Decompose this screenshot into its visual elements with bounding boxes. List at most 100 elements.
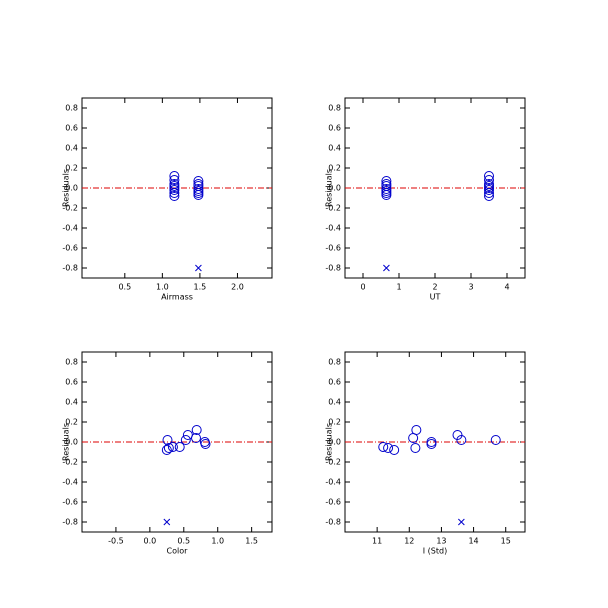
- rejected-point: [163, 518, 171, 526]
- point: [456, 435, 467, 445]
- y-tick-label: 0.6: [328, 378, 341, 387]
- x-axis-label: I (Std): [423, 547, 447, 556]
- x-tick-label: 1.0: [156, 283, 169, 292]
- point: [389, 445, 400, 455]
- x-tick-label: 1: [396, 283, 401, 292]
- point: [180, 435, 191, 445]
- x-tick-label: 0.0: [143, 537, 156, 546]
- x-tick-label: 13: [436, 537, 446, 546]
- y-axis-label: Residuals: [62, 423, 71, 461]
- x-tick-label: 14: [468, 537, 478, 546]
- x-tick-label: 2.0: [231, 283, 244, 292]
- point: [411, 425, 422, 435]
- y-tick-label: 0.8: [328, 358, 341, 367]
- rejected-point: [195, 264, 202, 272]
- y-tick-label: 0.6: [65, 124, 78, 133]
- x-axis-label: Color: [167, 547, 189, 556]
- y-tick-label: -0.6: [62, 244, 78, 253]
- point: [378, 442, 389, 452]
- point: [452, 430, 463, 440]
- y-tick-label: -0.2: [62, 458, 78, 467]
- y-tick-label: -0.6: [325, 244, 341, 253]
- point: [169, 171, 180, 181]
- point: [193, 176, 204, 186]
- point: [162, 435, 173, 445]
- y-tick-label: -0.8: [62, 518, 78, 527]
- x-tick-label: 1.5: [245, 537, 258, 546]
- point: [167, 442, 178, 452]
- point: [174, 442, 185, 452]
- x-tick-label: 4: [504, 283, 509, 292]
- point: [161, 445, 172, 455]
- x-axis-label: UT: [430, 293, 441, 302]
- point: [426, 437, 437, 447]
- point: [169, 188, 180, 198]
- panel: 0.8 0.6 0.4 0.2 0.0 -0.2 -0.4 -0.6 -0.8 11 12 13 14 1…: [325, 351, 526, 556]
- x-tick-label: 0.5: [118, 283, 131, 292]
- y-axis-label: Residuals: [325, 423, 334, 461]
- point: [383, 443, 394, 453]
- y-tick-label: -0.6: [325, 498, 341, 507]
- panel: 0.8 0.6 0.4 0.2 0.0 -0.2 -0.4 -0.6 -0.8 0 1 2 3 4 UT Re…: [325, 97, 526, 302]
- y-tick-label: -0.6: [62, 498, 78, 507]
- y-tick-label: 0.8: [65, 358, 78, 367]
- y-tick-label: 0.0: [65, 184, 78, 193]
- y-tick-label: 0.2: [65, 164, 78, 173]
- point: [426, 439, 437, 449]
- point: [381, 176, 392, 186]
- y-tick-label: -0.8: [62, 264, 78, 273]
- y-tick-label: 0.6: [65, 378, 78, 387]
- point: [484, 185, 494, 195]
- point: [484, 188, 494, 198]
- y-tick-label: 0.0: [328, 438, 341, 447]
- rejected-point: [458, 518, 465, 526]
- point: [193, 190, 204, 200]
- x-tick-label: 15: [501, 537, 511, 546]
- point: [163, 443, 174, 453]
- plot-frame: [81, 351, 273, 533]
- y-tick-label: 0.8: [65, 104, 78, 113]
- x-tick-label: 0: [360, 283, 365, 292]
- point: [410, 443, 421, 453]
- y-tick-label: 0.0: [328, 184, 341, 193]
- panel: 0.8 0.6 0.4 0.2 0.0 -0.2 -0.4 -0.6 -0.8 0.5 1.0 1.5…: [62, 97, 273, 302]
- y-tick-label: 0.4: [328, 398, 341, 407]
- y-tick-label: -0.8: [325, 518, 341, 527]
- y-tick-label: 0.4: [65, 144, 78, 153]
- rejected-point: [383, 264, 390, 272]
- x-tick-label: 1.0: [211, 537, 224, 546]
- y-tick-label: -0.2: [325, 458, 341, 467]
- point: [199, 437, 210, 447]
- x-axis-label: Airmass: [161, 293, 193, 302]
- y-axis-label: Residuals: [325, 169, 334, 207]
- y-tick-label: -0.8: [325, 264, 341, 273]
- panel: 0.8 0.6 0.4 0.2 0.0 -0.2 -0.4 -0.6 -0.8 -0.5 0.0 0.…: [62, 351, 273, 556]
- x-tick-label: 1.5: [194, 283, 207, 292]
- y-tick-label: 0.2: [65, 418, 78, 427]
- point: [484, 171, 494, 181]
- y-tick-label: 0.2: [328, 164, 341, 173]
- x-tick-label: 12: [404, 537, 414, 546]
- x-tick-label: 0.5: [177, 537, 190, 546]
- point: [169, 185, 180, 195]
- point: [484, 175, 494, 185]
- x-tick-label: 2: [432, 283, 437, 292]
- y-tick-label: 0.4: [65, 398, 78, 407]
- y-tick-label: -0.4: [325, 224, 341, 233]
- y-tick-label: -0.4: [62, 478, 78, 487]
- y-tick-label: 0.2: [328, 418, 341, 427]
- x-tick-label: 11: [372, 537, 382, 546]
- y-tick-label: -0.4: [325, 478, 341, 487]
- point: [191, 433, 201, 443]
- y-tick-label: 0.4: [328, 144, 341, 153]
- y-tick-label: 0.6: [328, 124, 341, 133]
- y-tick-label: 0.0: [65, 438, 78, 447]
- y-axis-label: Residuals: [62, 169, 71, 207]
- y-tick-label: -0.4: [62, 224, 78, 233]
- y-tick-label: -0.2: [325, 204, 341, 213]
- y-tick-label: -0.2: [62, 204, 78, 213]
- point: [169, 191, 180, 201]
- point: [191, 425, 202, 435]
- point: [169, 175, 180, 185]
